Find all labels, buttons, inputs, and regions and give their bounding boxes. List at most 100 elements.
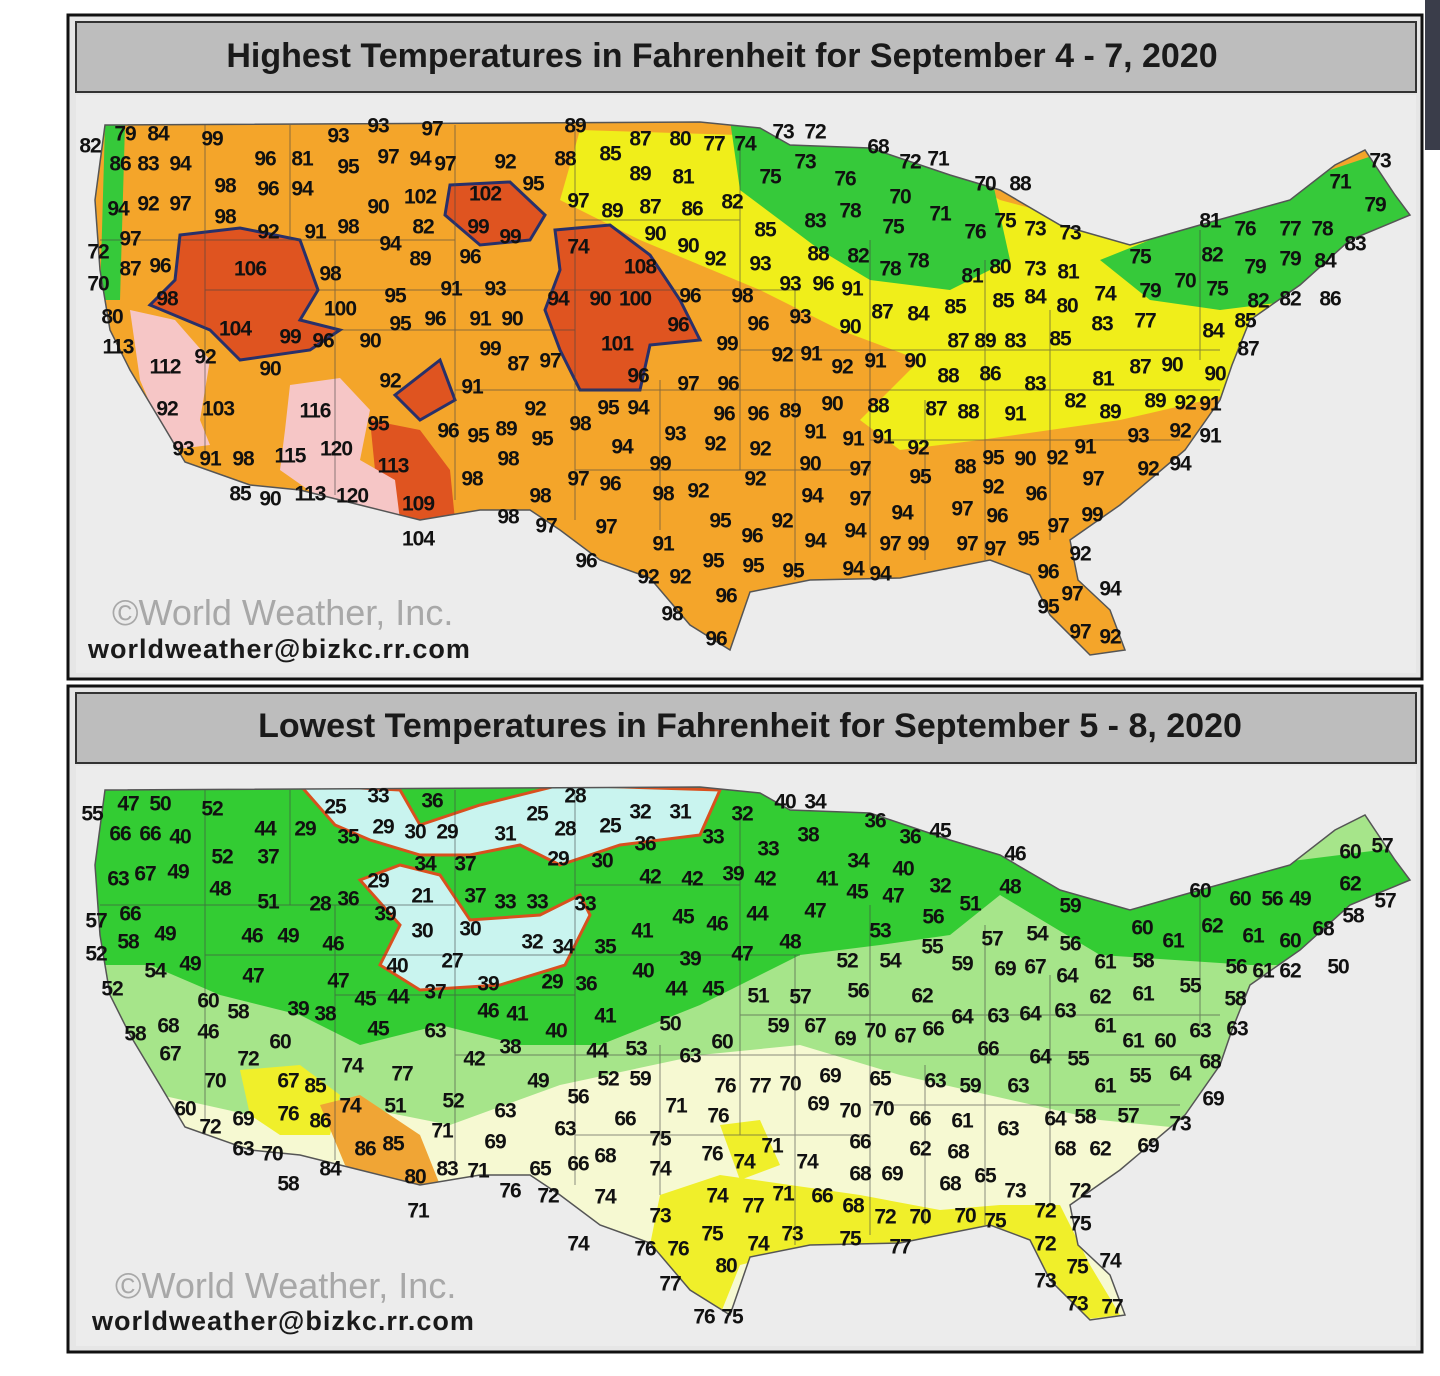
temperature-label: 86: [1319, 288, 1341, 311]
temperature-label: 92: [194, 346, 216, 369]
email: worldweather@bizkc.rr.com: [87, 634, 471, 664]
temperature-label: 92: [704, 248, 726, 271]
temperature-label: 40: [545, 1020, 567, 1043]
temperature-label: 71: [1329, 171, 1352, 194]
temperature-label: 52: [101, 978, 123, 1001]
temperature-label: 66: [849, 1131, 871, 1154]
temperature-label: 85: [992, 290, 1015, 313]
temperature-label: 48: [779, 931, 802, 954]
temperature-label: 98: [497, 448, 520, 471]
temperature-label: 91: [804, 421, 827, 444]
temperature-label: 98: [319, 263, 342, 286]
temperature-label: 100: [324, 298, 356, 321]
temperature-label: 97: [567, 190, 589, 213]
temperature-label: 46: [197, 1021, 219, 1044]
temperature-label: 96: [1025, 483, 1047, 506]
temperature-label: 69: [819, 1065, 841, 1088]
temperature-label: 74: [1094, 283, 1117, 306]
temperature-label: 50: [659, 1013, 681, 1036]
temperature-label: 80: [1056, 295, 1078, 318]
temperature-label: 99: [907, 533, 929, 556]
temperature-label: 49: [277, 925, 299, 948]
zone-freezing: [296, 787, 723, 867]
temperature-label: 116: [300, 400, 331, 423]
temperature-label: 61: [1094, 951, 1117, 974]
temperature-label: 115: [275, 445, 307, 468]
temperature-label: 75: [1129, 246, 1152, 269]
temperature-label: 97: [1061, 583, 1083, 606]
temperature-label: 90: [644, 223, 666, 246]
temperature-label: 36: [337, 888, 359, 911]
temperature-label: 83: [1091, 313, 1113, 336]
temperature-label: 57: [981, 928, 1003, 951]
temperature-label: 99: [279, 326, 301, 349]
temperature-label: 33: [494, 891, 516, 914]
temperature-label: 74: [341, 1055, 364, 1078]
temperature-label: 62: [1279, 960, 1301, 983]
temperature-label: 84: [147, 123, 170, 146]
temperature-label: 87: [119, 258, 141, 281]
temperature-label: 57: [85, 910, 107, 933]
temperature-label: 86: [979, 363, 1001, 386]
zone-very-hot: [443, 180, 547, 247]
temperature-label: 91: [304, 221, 327, 244]
temperature-label: 75: [1206, 278, 1229, 301]
temperature-label: 85: [1049, 328, 1072, 351]
temperature-label: 73: [649, 1205, 671, 1228]
temperature-label: 97: [1082, 468, 1104, 491]
temperature-label: 96: [715, 585, 737, 608]
temperature-label: 42: [754, 868, 776, 891]
temperature-label: 95: [782, 560, 805, 583]
temperature-label: 96: [424, 308, 446, 331]
temperature-label: 90: [839, 316, 861, 339]
temperature-label: 92: [1169, 420, 1191, 443]
temperature-label: 31: [669, 801, 692, 824]
temperature-label: 66: [909, 1108, 931, 1131]
temperature-label: 30: [404, 821, 426, 844]
temperature-label: 97: [567, 468, 589, 491]
temperature-label: 49: [527, 1070, 549, 1093]
temperature-label: 39: [287, 998, 309, 1021]
temperature-label: 53: [869, 920, 891, 943]
credit: ©World Weather, Inc.: [115, 1265, 456, 1306]
zone-warm: [240, 1065, 340, 1135]
temperature-label: 83: [1024, 373, 1046, 396]
temperature-label: 61: [1094, 1015, 1117, 1038]
temperature-label: 52: [211, 846, 233, 869]
temperature-label: 79: [1244, 256, 1266, 279]
temperature-label: 47: [242, 965, 264, 988]
temperature-label: 88: [807, 243, 830, 266]
temperature-label: 54: [1026, 923, 1049, 946]
temperature-label: 82: [721, 191, 743, 214]
temperature-label: 45: [846, 881, 869, 904]
temperature-label: 109: [402, 493, 434, 516]
temperature-label: 75: [721, 1306, 744, 1329]
temperature-label: 54: [144, 960, 167, 983]
temperature-label: 92: [524, 398, 546, 421]
temperature-label: 39: [477, 973, 499, 996]
temperature-label: 76: [634, 1238, 656, 1261]
temperature-label: 29: [541, 971, 563, 994]
temperature-label: 91: [1199, 425, 1222, 448]
temperature-label: 69: [484, 1131, 506, 1154]
zone-mild: [100, 125, 125, 300]
email: worldweather@bizkc.rr.com: [91, 1306, 475, 1336]
temperature-label: 75: [1069, 1213, 1092, 1236]
temperature-label: 86: [109, 153, 131, 176]
temperature-label: 37: [454, 853, 476, 876]
temperature-label: 64: [1029, 1046, 1052, 1069]
temperature-label: 34: [847, 850, 870, 873]
temperature-label: 97: [1047, 515, 1069, 538]
temperature-label: 30: [459, 918, 481, 941]
zone-hot: [320, 1095, 440, 1195]
temperature-label: 49: [167, 861, 189, 884]
temperature-label: 85: [304, 1075, 327, 1098]
temperature-label: 58: [1132, 950, 1155, 973]
temperature-label: 92: [771, 510, 793, 533]
temperature-label: 84: [1202, 320, 1225, 343]
temperature-label: 89: [1099, 401, 1121, 424]
temperature-label: 44: [387, 986, 410, 1009]
temperature-label: 81: [961, 265, 984, 288]
temperature-label: 62: [909, 1138, 931, 1161]
